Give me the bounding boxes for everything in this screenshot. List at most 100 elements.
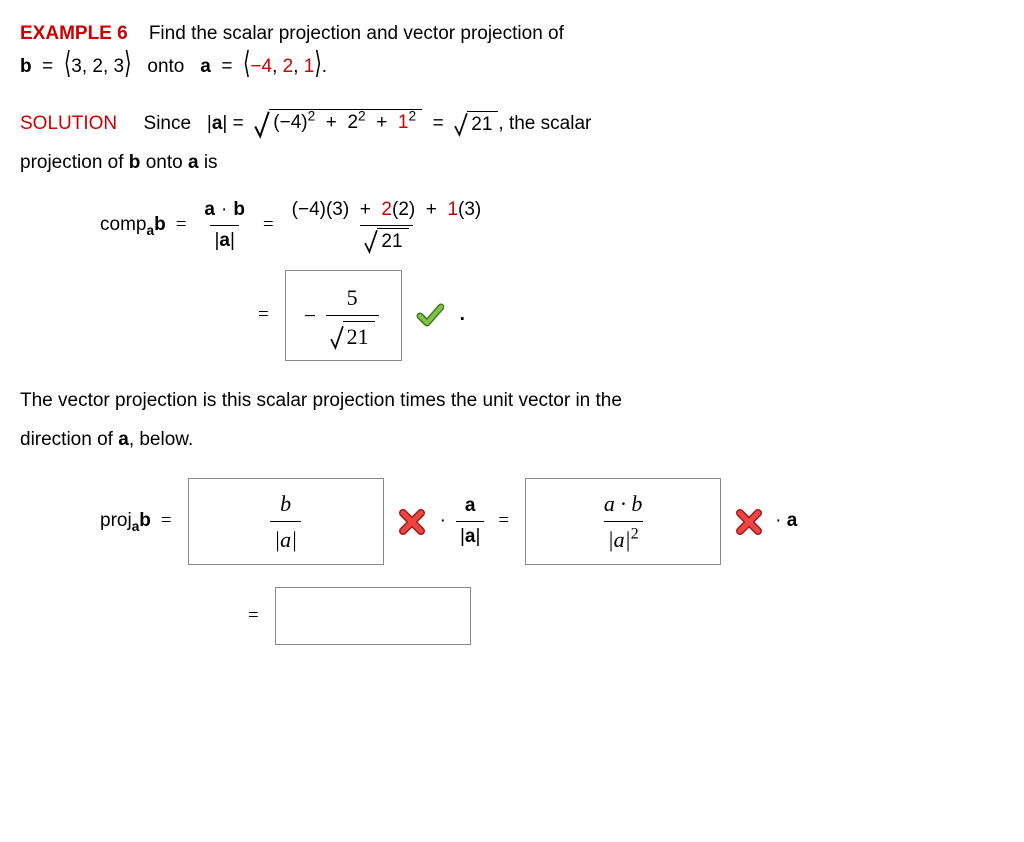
equals-6: = bbox=[248, 602, 259, 631]
answer-box-proj-1[interactable]: b |a| bbox=[188, 478, 384, 565]
dot-op: · bbox=[221, 199, 227, 220]
solution-line-2: projection of b onto a is bbox=[20, 149, 1004, 178]
example-vectors: b = ⟨3, 2, 3⟩ onto a = ⟨−4, 2, 1⟩. bbox=[20, 53, 1004, 82]
t1b: (3) bbox=[326, 199, 349, 220]
answer-box-scalar[interactable]: − 5 21 bbox=[285, 270, 402, 362]
angle-close-2: ⟩ bbox=[314, 42, 321, 88]
angle-open-2: ⟨ bbox=[243, 42, 250, 88]
sqrt-21-ans: 21 bbox=[330, 321, 375, 351]
example-label: EXAMPLE 6 bbox=[20, 23, 128, 44]
expanded-num: (−4)(3) + 2(2) + 1(3) bbox=[288, 196, 486, 226]
vector-b-label: b bbox=[20, 56, 32, 77]
radical-icon bbox=[454, 111, 468, 137]
trailing-dot-1: . bbox=[460, 301, 465, 330]
since-word: Since bbox=[144, 113, 192, 134]
proj-label: projab bbox=[100, 507, 151, 536]
unit-a-den-a: a bbox=[465, 526, 476, 547]
onto-word: onto bbox=[147, 56, 184, 77]
solution-line-1: SOLUTION Since |a| = (−4)2 + 22 + 12 = 2… bbox=[20, 109, 1004, 139]
solution-label: SOLUTION bbox=[20, 113, 117, 134]
a-in-den: a bbox=[219, 230, 230, 251]
frac-den-a: |a| bbox=[210, 225, 238, 256]
exp-b: 2 bbox=[358, 109, 366, 124]
b-y: 2 bbox=[92, 56, 103, 77]
proj-box2-num: a · b bbox=[600, 487, 647, 521]
unit-a-frac: a |a| bbox=[456, 492, 484, 552]
para2-t1: The vector projection is this scalar pro… bbox=[20, 390, 622, 411]
comp-word: comp bbox=[100, 214, 146, 235]
equals-3: = bbox=[258, 301, 269, 330]
equals-1: = bbox=[176, 211, 187, 240]
expanded-den: 21 bbox=[360, 225, 412, 256]
answer-box-empty[interactable] bbox=[275, 587, 471, 645]
equals-4: = bbox=[161, 507, 172, 536]
angle-close: ⟩ bbox=[124, 42, 131, 88]
frac-expanded: (−4)(3) + 2(2) + 1(3) 21 bbox=[288, 196, 486, 256]
proj-box2-den: |a|2 bbox=[604, 521, 643, 556]
proj-box1-num: b bbox=[276, 487, 295, 521]
sqrt-21: 21 bbox=[454, 111, 498, 137]
b-x: 3 bbox=[71, 56, 82, 77]
proj-box1-frac: b |a| bbox=[270, 487, 301, 556]
radicand-21b: 21 bbox=[377, 228, 408, 254]
onto-word-2: onto bbox=[146, 152, 183, 173]
a-bold: a bbox=[188, 152, 199, 173]
proj-box2-frac: a · b |a|2 bbox=[600, 487, 647, 556]
trail-a: a bbox=[787, 510, 798, 531]
a-z: 1 bbox=[304, 56, 315, 77]
proj-word: proj bbox=[100, 510, 132, 531]
a-bold-2: a bbox=[118, 429, 129, 450]
ans-num: 5 bbox=[343, 281, 362, 315]
ans-den: 21 bbox=[326, 315, 379, 351]
radical-icon bbox=[364, 228, 378, 254]
term-c: 1 bbox=[398, 112, 409, 133]
wrong-icon bbox=[398, 508, 426, 536]
sqrt-expand: (−4)2 + 22 + 12 bbox=[254, 109, 422, 139]
answer-box-proj-2[interactable]: a · b |a|2 bbox=[525, 478, 721, 565]
proj-box2-num-a: a bbox=[604, 491, 615, 516]
radical-icon bbox=[254, 109, 270, 139]
proj-row-1: projab = b |a| · a |a| = a · b |a|2 · a bbox=[100, 478, 1004, 565]
exp-c: 2 bbox=[408, 109, 416, 124]
equals-5: = bbox=[498, 507, 509, 536]
proj-box1-den-a: a bbox=[280, 527, 291, 552]
wrong-icon-2 bbox=[735, 508, 763, 536]
para2-t3: , below. bbox=[129, 429, 193, 450]
term-b: 2 bbox=[347, 112, 358, 133]
radical-icon bbox=[330, 324, 344, 350]
correct-icon bbox=[416, 301, 444, 329]
comp-b: b bbox=[154, 214, 166, 235]
a-y: 2 bbox=[283, 56, 294, 77]
equals-2: = bbox=[263, 211, 274, 240]
b-in-num: b bbox=[233, 199, 245, 220]
comp-sub-a: a bbox=[146, 223, 154, 238]
proj-box2-den-a: a bbox=[614, 527, 625, 552]
comp-row-2: = − 5 21 . bbox=[248, 270, 1004, 362]
t2b: (2) bbox=[392, 199, 415, 220]
b-bold: b bbox=[129, 152, 141, 173]
unit-a-num: a bbox=[461, 492, 480, 522]
para2-t2: direction of bbox=[20, 429, 113, 450]
exp-a: 2 bbox=[308, 109, 316, 124]
scalar-tail: , the scalar bbox=[498, 113, 591, 134]
dot-op-3: · a bbox=[775, 507, 797, 536]
proj-of: projection of bbox=[20, 152, 124, 173]
radicand-21c: 21 bbox=[343, 321, 375, 351]
dot-op-2: · bbox=[440, 507, 446, 536]
proj-box2-den-exp: 2 bbox=[631, 526, 639, 543]
frac-ab-over-a: a · b |a| bbox=[200, 196, 249, 256]
proj-b: b bbox=[139, 510, 151, 531]
t3a: 1 bbox=[447, 199, 458, 220]
t3b: (3) bbox=[458, 199, 481, 220]
proj-row-2: = bbox=[238, 587, 1004, 645]
unit-a-den: |a| bbox=[456, 521, 484, 552]
example-header: EXAMPLE 6 Find the scalar projection and… bbox=[20, 20, 1004, 49]
radicand-1: (−4)2 + 22 + 12 bbox=[269, 109, 422, 139]
minus-sign: − bbox=[304, 299, 322, 332]
sqrt-21-den: 21 bbox=[364, 228, 408, 254]
mag-a-var: a bbox=[212, 113, 223, 134]
term-a: (−4) bbox=[273, 112, 307, 133]
t2a: 2 bbox=[381, 199, 392, 220]
is-word: is bbox=[204, 152, 218, 173]
comp-row-1: compab = a·b |a| = (−4)(3) + 2(2) + 1(3)… bbox=[100, 196, 1004, 256]
